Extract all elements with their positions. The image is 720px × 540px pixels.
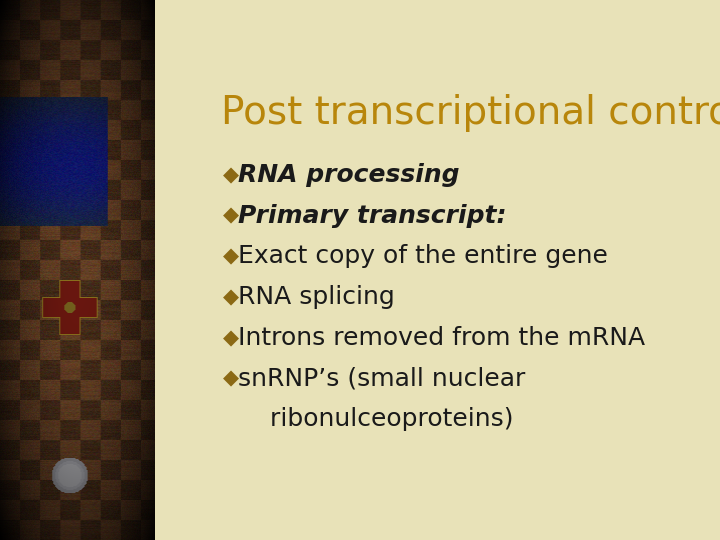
Text: RNA splicing: RNA splicing xyxy=(238,285,395,309)
Text: ◆: ◆ xyxy=(222,328,239,348)
Text: ◆: ◆ xyxy=(222,165,239,185)
Text: RNA processing: RNA processing xyxy=(238,163,459,187)
Text: ◆: ◆ xyxy=(222,206,239,226)
Text: ribonulceoproteins): ribonulceoproteins) xyxy=(238,408,513,431)
Text: ◆: ◆ xyxy=(222,369,239,389)
Text: ◆: ◆ xyxy=(222,287,239,307)
Text: ◆: ◆ xyxy=(222,246,239,266)
Text: Post transcriptional control: Post transcriptional control xyxy=(221,94,720,132)
Text: Introns removed from the mRNA: Introns removed from the mRNA xyxy=(238,326,645,350)
Text: snRNP’s (small nuclear: snRNP’s (small nuclear xyxy=(238,367,526,391)
Text: Primary transcript:: Primary transcript: xyxy=(238,204,506,228)
Text: Exact copy of the entire gene: Exact copy of the entire gene xyxy=(238,245,608,268)
